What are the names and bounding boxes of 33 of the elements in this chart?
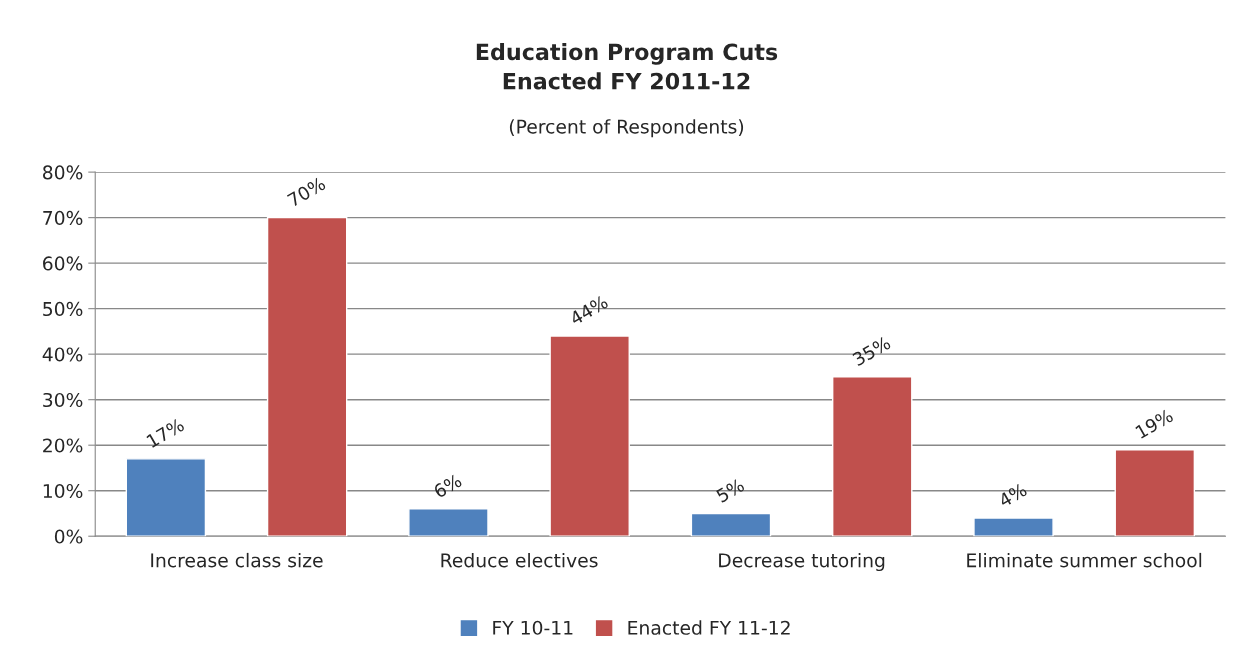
legend-label: FY 10-11 xyxy=(493,620,573,635)
bar xyxy=(690,512,772,537)
bar xyxy=(266,216,348,537)
y-tick-label: 80% xyxy=(43,165,83,180)
data-label: 5% xyxy=(715,477,746,503)
y-tick-label: 70% xyxy=(43,210,83,226)
bar xyxy=(125,458,207,537)
y-tick-label: 60% xyxy=(43,256,83,271)
x-tick-label: Eliminate summer school xyxy=(967,552,1202,568)
y-tick-label: 50% xyxy=(43,301,83,317)
data-label: 35% xyxy=(851,335,892,367)
data-label: 17% xyxy=(146,417,185,448)
data-label: 44% xyxy=(568,294,609,326)
data-label: 4% xyxy=(997,482,1028,508)
x-tick-label: Reduce electives xyxy=(441,552,598,568)
y-tick-label: 30% xyxy=(43,392,83,408)
bar xyxy=(408,508,489,537)
bar xyxy=(973,517,1054,537)
data-label: 70% xyxy=(286,176,327,208)
data-label: 6% xyxy=(432,473,463,499)
y-tick-label: 20% xyxy=(43,438,83,453)
y-tick-label: 40% xyxy=(42,347,83,362)
bar xyxy=(1114,449,1196,537)
legend-label: Enacted FY 11-12 xyxy=(628,620,790,635)
bar xyxy=(831,376,913,537)
y-tick-label: 0% xyxy=(54,529,83,544)
x-tick-label: Increase class size xyxy=(151,552,323,568)
chart-title: Education Program Cuts Enacted FY 2011-12 xyxy=(476,43,778,90)
chart-subtitle: (Percent of Respondents) xyxy=(509,119,744,138)
y-tick-label: 10% xyxy=(43,483,83,499)
data-label: 19% xyxy=(1134,408,1174,439)
bar xyxy=(549,335,630,537)
x-tick-label: Decrease tutoring xyxy=(719,552,885,572)
